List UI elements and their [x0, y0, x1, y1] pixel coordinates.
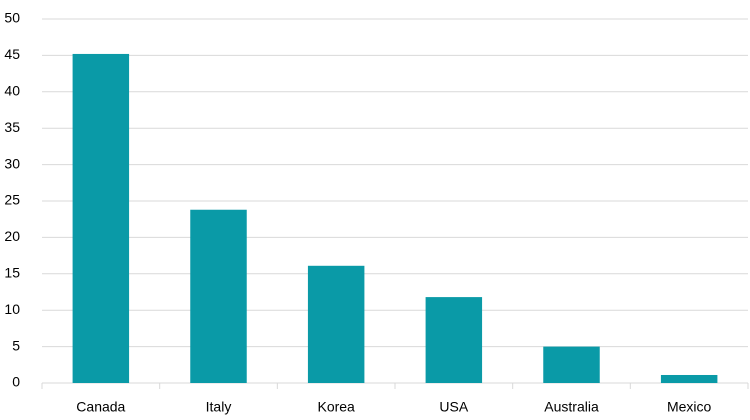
x-tick-label: Canada — [76, 399, 125, 415]
y-tick-label: 0 — [12, 374, 20, 390]
y-tick-label: 30 — [4, 155, 20, 171]
bar — [660, 374, 718, 383]
bar — [425, 297, 483, 383]
y-tick-label: 50 — [4, 10, 20, 26]
y-tick-label: 10 — [4, 301, 20, 317]
y-tick-label: 45 — [4, 46, 20, 62]
y-tick-label: 5 — [12, 337, 20, 353]
bar — [72, 53, 130, 383]
x-tick-label: Italy — [206, 399, 232, 415]
y-tick-label: 20 — [4, 228, 20, 244]
x-tick-label: Mexico — [667, 399, 712, 415]
x-tick-label: Korea — [317, 399, 355, 415]
x-tick-label: USA — [439, 399, 468, 415]
bar — [543, 346, 600, 383]
y-tick-label: 15 — [4, 265, 20, 281]
bar — [190, 209, 247, 383]
bar — [307, 265, 365, 383]
y-tick-label: 25 — [4, 192, 20, 208]
y-tick-label: 35 — [4, 119, 20, 135]
x-tick-label: Australia — [544, 399, 599, 415]
y-tick-label: 40 — [4, 83, 20, 99]
